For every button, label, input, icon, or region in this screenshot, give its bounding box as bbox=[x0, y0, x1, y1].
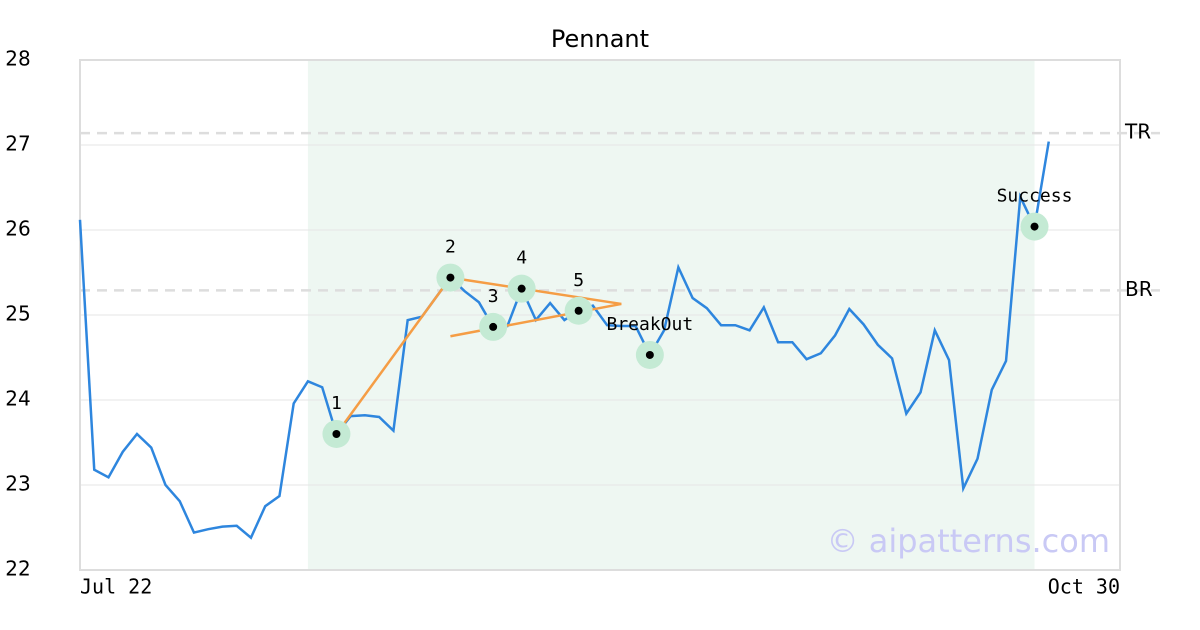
price-line bbox=[78, 141, 1051, 540]
reference-label: TR bbox=[1124, 120, 1151, 144]
watermark: © aipatterns.com bbox=[827, 522, 1110, 560]
pattern-line bbox=[335, 276, 452, 435]
y-tick-label: 23 bbox=[5, 472, 30, 496]
reference-label: BR bbox=[1125, 277, 1153, 301]
point-dot bbox=[1030, 222, 1039, 231]
point-dot bbox=[332, 430, 341, 438]
pattern-line bbox=[450, 302, 622, 338]
point-label: Success bbox=[997, 186, 1073, 207]
point-label: 4 bbox=[516, 248, 527, 269]
x-tick-label: Oct 30 bbox=[1048, 575, 1120, 599]
point-dot bbox=[489, 322, 498, 331]
y-tick-label: 24 bbox=[5, 387, 30, 411]
point-dot bbox=[645, 350, 654, 359]
chart-title: Pennant bbox=[551, 25, 649, 53]
y-tick-label: 22 bbox=[5, 557, 30, 581]
x-tick-label: Jul 22 bbox=[80, 575, 152, 599]
pattern-line bbox=[450, 276, 622, 306]
point-label: 1 bbox=[331, 393, 342, 414]
point-label: BreakOut bbox=[607, 314, 694, 335]
y-tick-label: 26 bbox=[5, 217, 30, 241]
point-dot bbox=[574, 306, 583, 315]
y-tick-label: 27 bbox=[5, 132, 30, 156]
y-tick-label: 28 bbox=[5, 47, 30, 71]
point-dot bbox=[446, 273, 455, 282]
point-label: 2 bbox=[445, 237, 456, 258]
point-label: 3 bbox=[488, 286, 499, 307]
point-dot bbox=[517, 284, 526, 293]
point-label: 5 bbox=[573, 270, 584, 291]
plot-frame bbox=[79, 59, 1121, 571]
y-tick-label: 25 bbox=[5, 302, 30, 326]
